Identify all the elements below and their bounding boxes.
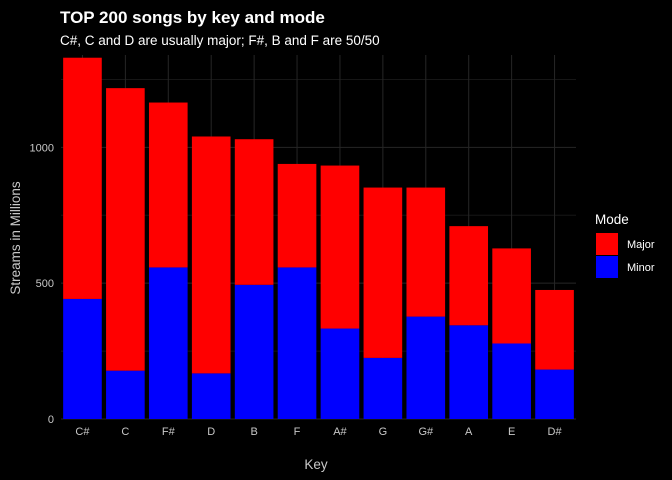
legend-swatch-minor	[596, 256, 618, 278]
x-axis-ticks: C# C F# D B F A# G G# A E D#	[75, 426, 562, 438]
y-axis-ticks: 0 500 1000	[30, 142, 54, 426]
legend-label-minor: Minor	[627, 262, 655, 274]
bar-minor	[535, 369, 574, 419]
chart-title: TOP 200 songs by key and mode	[60, 8, 325, 27]
x-tick-label: B	[250, 426, 257, 438]
bar-major	[191, 136, 231, 374]
x-tick-label: F#	[162, 426, 176, 438]
bar-major	[148, 102, 188, 268]
bar-major	[106, 88, 145, 371]
x-tick-label: C	[121, 426, 129, 438]
bar-minor	[106, 370, 145, 419]
x-tick-label: A#	[333, 426, 347, 438]
bar-minor	[148, 267, 188, 419]
legend-swatch-major	[596, 233, 618, 255]
chart-subtitle: C#, C and D are usually major; F#, B and…	[60, 33, 380, 48]
x-tick-label: F	[294, 426, 301, 438]
x-tick-label: D	[207, 426, 215, 438]
bar-minor	[63, 298, 102, 419]
bar-minor	[277, 267, 317, 419]
bar-major	[406, 187, 446, 317]
legend: Mode Major Minor	[595, 212, 655, 278]
bar-major	[63, 57, 102, 299]
x-tick-label: A	[465, 426, 473, 438]
x-tick-label: E	[508, 426, 515, 438]
bar-minor	[234, 284, 274, 419]
bar-minor	[191, 373, 231, 419]
bar-major	[449, 226, 489, 326]
x-tick-label: C#	[75, 426, 90, 438]
bars	[63, 57, 574, 419]
bar-minor	[449, 325, 489, 419]
bar-major	[277, 163, 317, 268]
bar-major	[363, 187, 403, 358]
x-tick-label: G	[379, 426, 388, 438]
bar-minor	[320, 328, 360, 419]
legend-title: Mode	[595, 212, 629, 227]
y-axis-label: Streams in Millions	[8, 181, 23, 295]
bar-minor	[406, 316, 446, 419]
y-tick-label: 500	[36, 278, 54, 290]
bar-major	[492, 248, 531, 344]
bar-major	[535, 289, 574, 370]
bar-major	[320, 165, 360, 329]
x-tick-label: D#	[548, 426, 563, 438]
y-tick-label: 0	[48, 414, 54, 426]
y-tick-label: 1000	[30, 142, 54, 154]
x-axis-label: Key	[304, 457, 328, 472]
x-tick-label: G#	[418, 426, 434, 438]
legend-label-major: Major	[627, 239, 655, 251]
bar-major	[234, 139, 274, 285]
bar-minor	[363, 357, 403, 419]
bar-minor	[492, 343, 531, 419]
